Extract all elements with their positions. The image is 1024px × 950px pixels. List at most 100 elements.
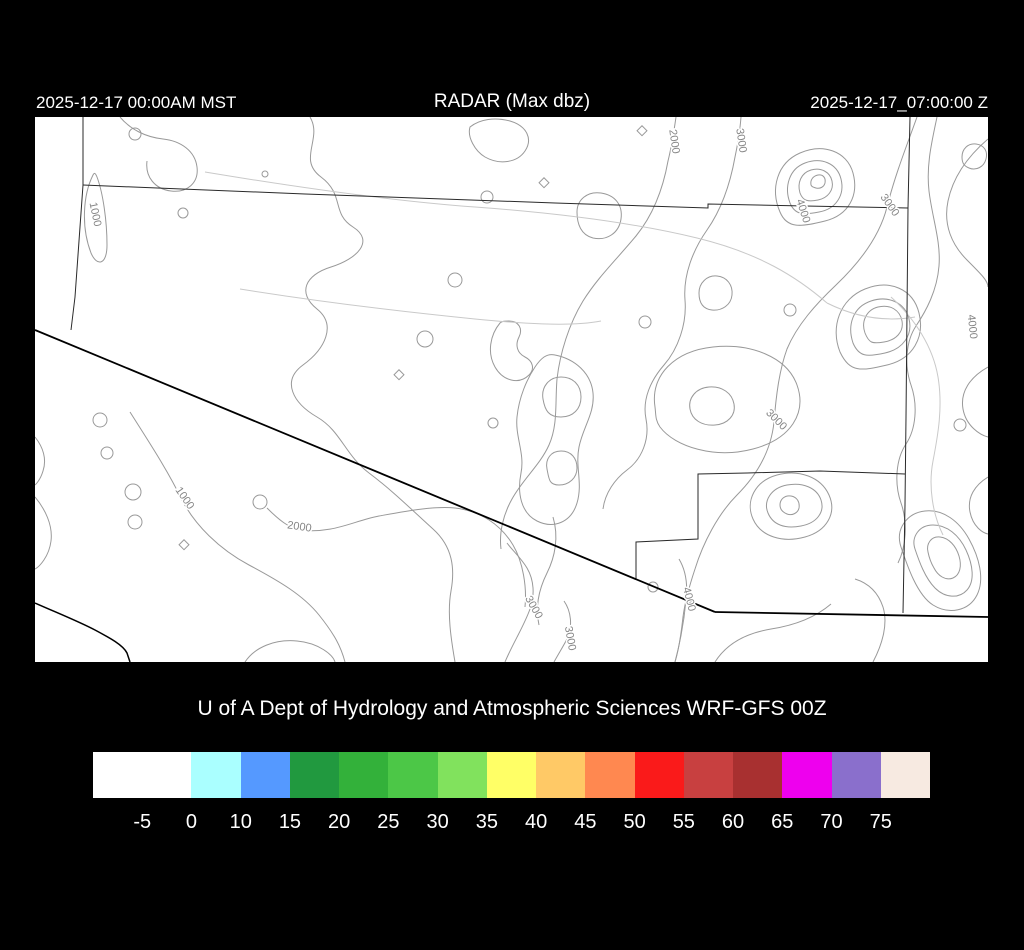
colorbar-labels: -5 0 10 15 20 25 30 35 40 45 50 55 60 65 70 75 <box>93 811 930 837</box>
colorbar-cell-50 <box>634 752 684 798</box>
contour-line <box>129 411 346 662</box>
contour-line <box>266 507 526 608</box>
contour-line <box>576 192 622 240</box>
colorbar-tick-label: 60 <box>721 811 745 833</box>
colorbar-tick-label: 55 <box>672 811 695 833</box>
border-county-step <box>635 470 906 579</box>
contour-line <box>787 160 843 215</box>
colorbar-cell--5 <box>93 752 192 798</box>
contour-lines <box>35 117 988 662</box>
colorbar-tick-label: 75 <box>869 811 892 833</box>
contour-line-faint <box>890 296 944 536</box>
credit-line: U of A Dept of Hydrology and Atmospheric… <box>197 697 827 720</box>
colorbar-tick-label: 40 <box>524 811 548 833</box>
product-title: RADAR (Max dbz) <box>433 91 591 112</box>
contour-line <box>689 386 735 426</box>
contour-labels: 1000 1000 2000 2000 3000 4000 3000 4000 3000 3000… <box>85 126 981 653</box>
contour-blob <box>92 412 108 428</box>
contour-elevation-label: 3000 <box>562 625 578 651</box>
colorbar-tick-label: 70 <box>820 811 843 833</box>
contour-line <box>854 578 886 662</box>
contour-line <box>749 472 833 540</box>
contour-line <box>927 536 961 580</box>
contour-blob <box>178 539 190 551</box>
contour-line <box>798 168 833 202</box>
contour-line <box>835 284 921 370</box>
contour-line-faint <box>204 171 828 304</box>
border-mexico <box>714 611 988 618</box>
contour-line-faint <box>826 302 916 320</box>
contour-line <box>766 483 823 528</box>
contour-line <box>968 476 988 535</box>
contour-blob <box>647 581 659 593</box>
valid-time-local: 2025-12-17 00:00AM MST <box>36 93 237 112</box>
colorbar <box>93 752 930 798</box>
contour-elevation-label: 4000 <box>965 314 979 340</box>
colorbar-tick-label: 45 <box>574 811 597 833</box>
border-diagonal <box>35 329 716 613</box>
colorbar-cell-10 <box>240 752 290 798</box>
colorbar-cell-30 <box>437 752 487 798</box>
state-borders <box>70 117 911 614</box>
contour-line <box>536 516 557 626</box>
contour-line <box>775 148 856 226</box>
contour-blob <box>783 303 797 317</box>
colorbar-tick-label: 20 <box>328 811 351 833</box>
contour-line <box>946 138 988 288</box>
contour-blob <box>261 170 269 178</box>
contour-line <box>489 320 533 382</box>
contour-line <box>863 305 903 344</box>
colorbar-cell-55 <box>683 752 734 798</box>
colorbar-cell-45 <box>585 752 635 798</box>
colorbar-tick-label: 35 <box>475 811 498 833</box>
contour-line <box>244 640 336 662</box>
contour-line <box>516 354 594 525</box>
contour-blob <box>128 127 142 141</box>
contour-line <box>674 558 688 662</box>
contour-line <box>84 172 108 263</box>
border-37n-parallel <box>82 184 909 209</box>
contour-line <box>961 366 988 438</box>
colorbar-cell-65 <box>782 752 832 798</box>
colorbar-cell-0 <box>191 752 241 798</box>
colorbar-cell-25 <box>388 752 438 798</box>
colorbar-cell-70 <box>831 752 881 798</box>
contour-blob <box>447 272 463 288</box>
contour-line-faint <box>239 288 602 325</box>
colorbar-cell-60 <box>733 752 783 798</box>
colorbar-cell-75 <box>880 752 930 798</box>
colorbar-tick-label: -5 <box>133 811 152 833</box>
contour-line <box>542 376 582 418</box>
contour-blob <box>177 207 189 219</box>
contour-line <box>698 275 733 311</box>
contour-elevation-label: 2000 <box>286 519 312 534</box>
contour-line <box>35 436 46 486</box>
colorbar-cell-15 <box>289 752 340 798</box>
contour-line <box>468 118 529 163</box>
contour-elevation-label: 4000 <box>680 586 698 613</box>
contour-blob <box>127 514 143 530</box>
contour-blob <box>393 369 405 381</box>
colorbar-tick-label: 15 <box>278 811 302 833</box>
contour-blob <box>638 315 652 329</box>
border-colorado-river <box>70 184 84 331</box>
contour-line <box>504 542 534 662</box>
colorbar-tick-label: 30 <box>426 811 449 833</box>
contour-line <box>779 495 800 516</box>
contour-line <box>291 117 456 662</box>
border-109w-meridian <box>902 117 911 614</box>
colorbar-cell-35 <box>486 752 537 798</box>
contour-elevation-label: 3000 <box>763 407 789 433</box>
contour-elevation-label: 3000 <box>522 594 545 621</box>
contour-line <box>500 117 677 550</box>
contour-line <box>653 345 801 454</box>
contour-blob <box>252 494 268 510</box>
contour-blob <box>480 190 494 204</box>
contour-line <box>602 117 742 510</box>
contour-elevation-label: 1000 <box>173 485 197 512</box>
colorbar-tick-label: 10 <box>229 811 252 833</box>
contour-line <box>961 143 987 170</box>
contour-line <box>553 600 572 662</box>
colorbar-tick-label: 0 <box>185 811 198 833</box>
